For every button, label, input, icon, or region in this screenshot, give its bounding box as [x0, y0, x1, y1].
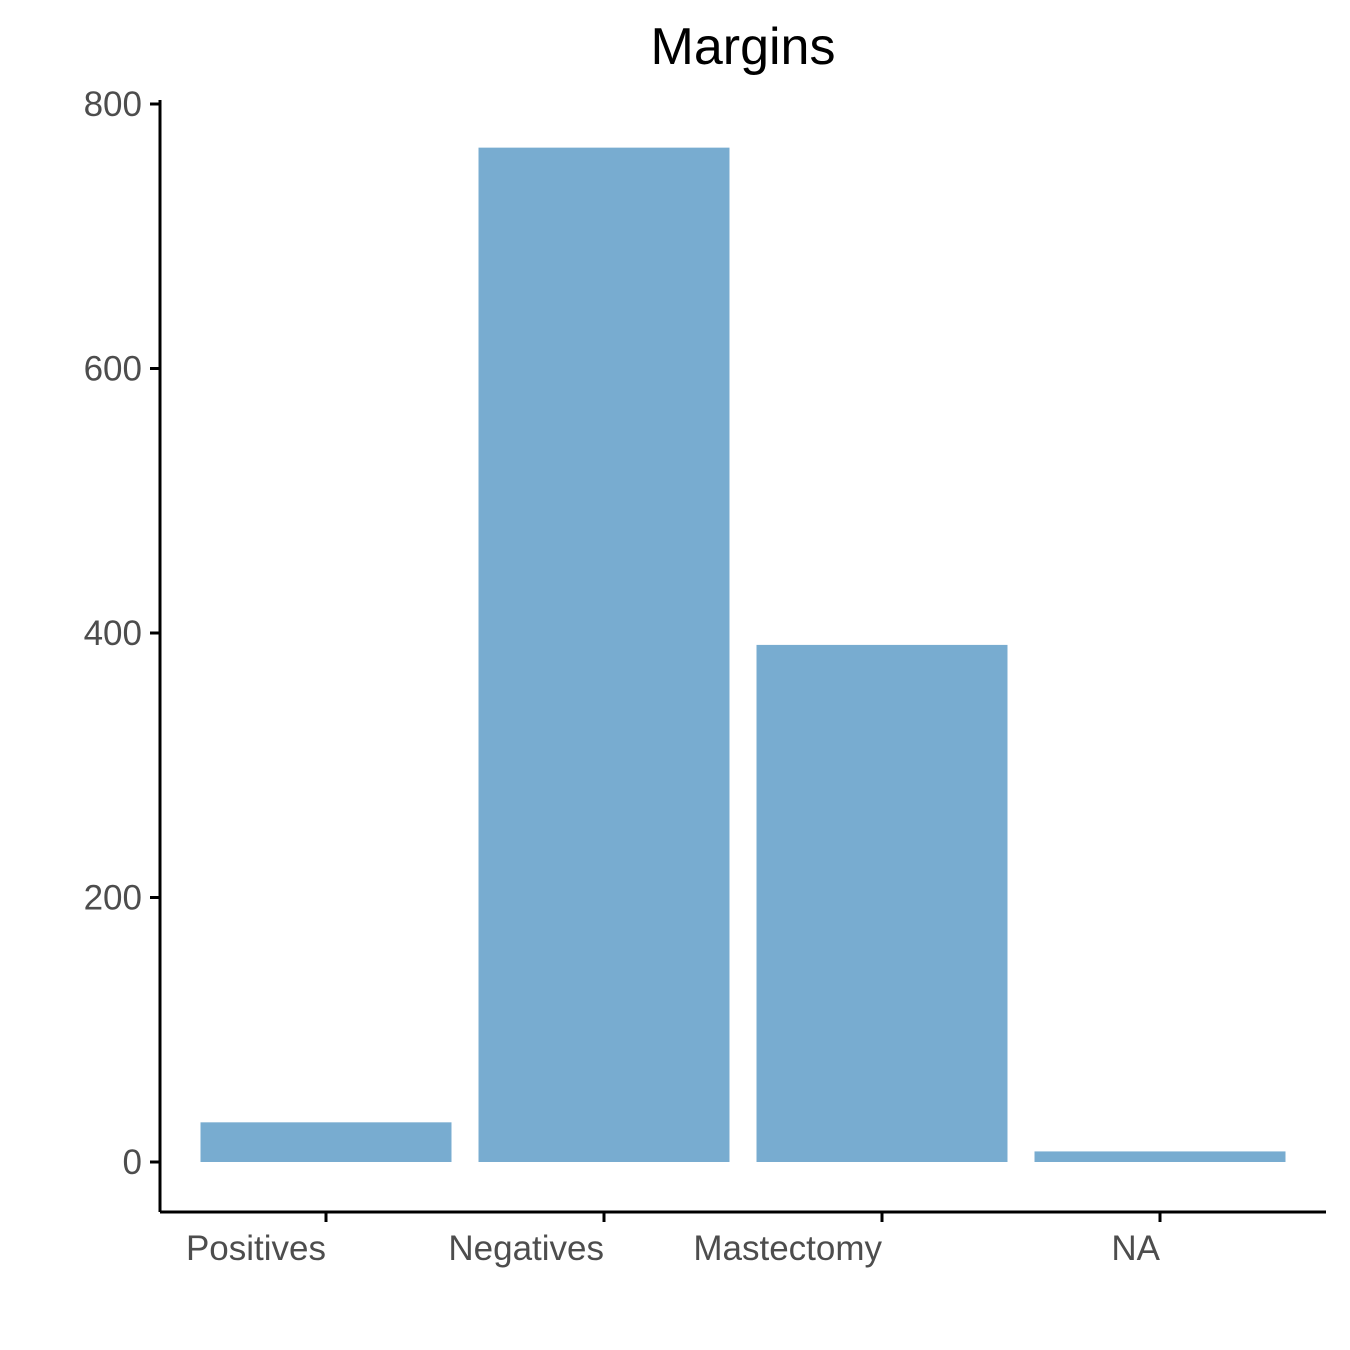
- y-tick-label: 400: [84, 614, 142, 653]
- bars-group: [200, 147, 1286, 1162]
- bar-mastectomy: [756, 644, 1008, 1162]
- y-tick-label: 0: [123, 1143, 142, 1182]
- bar-na: [1034, 1151, 1286, 1162]
- x-tick-label: Mastectomy: [693, 1229, 882, 1268]
- x-axis: Positives Negatives Mastectomy NA: [160, 1210, 1326, 1268]
- x-tick-label: Positives: [186, 1229, 326, 1268]
- bar-negatives: [478, 147, 730, 1162]
- y-axis: 0 200 400 600 800: [84, 85, 162, 1212]
- chart-title: Margins: [651, 18, 836, 76]
- bar-positives: [200, 1122, 452, 1162]
- y-tick-label: 800: [84, 85, 142, 124]
- y-tick-label: 600: [84, 350, 142, 389]
- x-tick-label: NA: [1111, 1229, 1160, 1268]
- y-tick-label: 200: [84, 879, 142, 918]
- x-tick-label: Negatives: [448, 1229, 604, 1268]
